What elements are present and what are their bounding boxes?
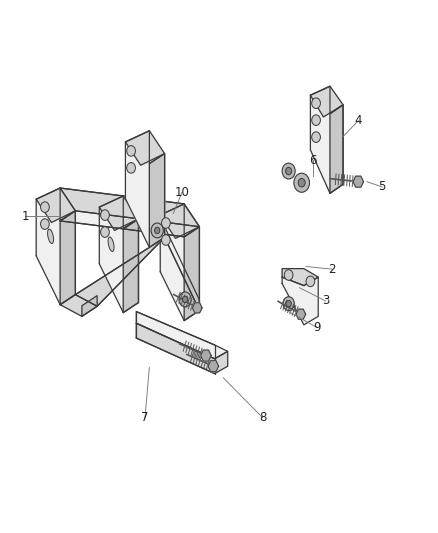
Text: 3: 3 (322, 294, 329, 308)
Circle shape (312, 115, 321, 125)
Polygon shape (36, 188, 75, 305)
Circle shape (306, 276, 315, 287)
Text: 2: 2 (328, 263, 336, 276)
Polygon shape (282, 277, 318, 325)
Polygon shape (149, 154, 165, 247)
Ellipse shape (48, 229, 53, 244)
Circle shape (162, 217, 170, 228)
Circle shape (41, 202, 49, 213)
Text: 9: 9 (313, 321, 321, 334)
Polygon shape (165, 227, 199, 311)
Polygon shape (184, 227, 199, 320)
Text: 4: 4 (354, 114, 362, 127)
Polygon shape (60, 211, 75, 305)
Polygon shape (60, 188, 138, 219)
Circle shape (286, 301, 291, 307)
Polygon shape (353, 176, 364, 187)
Circle shape (298, 179, 305, 187)
Polygon shape (136, 323, 228, 374)
Polygon shape (99, 196, 138, 230)
Circle shape (283, 297, 294, 311)
Polygon shape (123, 219, 199, 237)
Circle shape (162, 235, 170, 245)
Polygon shape (330, 105, 343, 193)
Polygon shape (123, 196, 199, 227)
Text: 6: 6 (309, 154, 316, 167)
Circle shape (127, 146, 135, 156)
Polygon shape (160, 204, 199, 320)
Circle shape (127, 163, 135, 173)
Polygon shape (311, 86, 343, 193)
Polygon shape (125, 131, 165, 165)
Text: 1: 1 (21, 209, 29, 223)
Text: 7: 7 (141, 411, 149, 424)
Polygon shape (282, 269, 318, 286)
Polygon shape (60, 295, 97, 317)
Polygon shape (123, 219, 138, 313)
Polygon shape (60, 211, 138, 229)
Polygon shape (208, 361, 219, 372)
Text: 5: 5 (378, 181, 386, 193)
Circle shape (41, 219, 49, 229)
Circle shape (286, 167, 292, 175)
Circle shape (312, 132, 321, 142)
Circle shape (101, 210, 110, 220)
Circle shape (183, 296, 187, 303)
Polygon shape (75, 237, 165, 306)
Ellipse shape (108, 237, 114, 252)
Polygon shape (296, 309, 306, 319)
Polygon shape (201, 350, 211, 361)
Circle shape (151, 223, 163, 238)
Text: 8: 8 (259, 411, 266, 424)
Polygon shape (36, 188, 75, 222)
Circle shape (101, 227, 110, 237)
Polygon shape (99, 196, 138, 313)
Polygon shape (136, 312, 228, 359)
Circle shape (282, 163, 295, 179)
Text: 10: 10 (175, 186, 190, 199)
Circle shape (179, 292, 191, 307)
Polygon shape (192, 303, 202, 313)
Circle shape (312, 98, 321, 109)
Circle shape (155, 227, 160, 233)
Polygon shape (160, 204, 199, 238)
Polygon shape (125, 131, 165, 247)
Polygon shape (82, 296, 97, 317)
Polygon shape (311, 86, 343, 117)
Circle shape (284, 270, 293, 280)
Circle shape (294, 173, 310, 192)
